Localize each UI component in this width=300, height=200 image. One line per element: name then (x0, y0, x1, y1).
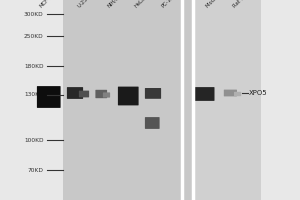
FancyBboxPatch shape (37, 86, 61, 108)
FancyBboxPatch shape (103, 92, 110, 98)
FancyBboxPatch shape (194, 87, 214, 101)
FancyBboxPatch shape (145, 117, 160, 129)
Bar (63, 0, 258, 200)
Text: 100KD: 100KD (24, 138, 44, 142)
FancyBboxPatch shape (95, 90, 107, 98)
Text: 130KD: 130KD (24, 92, 44, 98)
FancyBboxPatch shape (145, 88, 161, 99)
Text: NIH/3T3: NIH/3T3 (106, 0, 125, 9)
Text: 70KD: 70KD (28, 168, 43, 172)
Text: 300KD: 300KD (24, 11, 44, 17)
FancyBboxPatch shape (234, 92, 241, 96)
Text: 180KD: 180KD (24, 64, 44, 68)
Text: XPO5: XPO5 (249, 90, 268, 96)
Text: HeLa: HeLa (134, 0, 146, 9)
Bar (193, 0, 261, 200)
Text: Mouse brain: Mouse brain (206, 0, 232, 9)
FancyBboxPatch shape (224, 90, 237, 96)
FancyBboxPatch shape (118, 87, 139, 105)
Text: 250KD: 250KD (24, 33, 44, 38)
FancyBboxPatch shape (79, 91, 89, 97)
FancyBboxPatch shape (67, 87, 83, 99)
Text: MCF-7: MCF-7 (39, 0, 54, 9)
Text: U-251MG: U-251MG (76, 0, 97, 9)
Text: PC-12: PC-12 (160, 0, 175, 9)
Text: Rat brain: Rat brain (232, 0, 253, 9)
